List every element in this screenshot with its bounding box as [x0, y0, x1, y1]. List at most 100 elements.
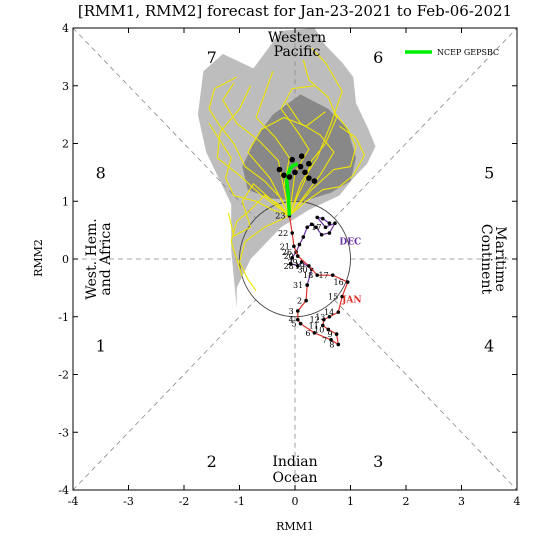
phase-label-5: 5: [484, 163, 494, 182]
ensemble-member-line: [238, 215, 290, 292]
region-label-bottom-line1: Indian: [272, 454, 317, 470]
forecast-day-marker: [292, 169, 298, 176]
forecast-day-marker: [297, 163, 304, 170]
x-tick-label: -4: [68, 495, 79, 508]
observed-day-label: 15: [328, 293, 338, 302]
plot-layer: 172628293031DEC2345678910111213141516171…: [58, 22, 520, 508]
observed-day-label: 29: [287, 258, 297, 267]
observed-point: [345, 280, 350, 284]
phase-label-6: 6: [373, 48, 383, 67]
forecast-day-marker: [289, 156, 296, 163]
observed-point: [305, 225, 310, 230]
phase-label-8: 8: [96, 163, 106, 182]
x-tick-label: 2: [403, 495, 410, 508]
forecast-day-marker: [302, 169, 308, 176]
observed-point: [301, 235, 306, 239]
observed-point: [322, 317, 326, 322]
region-label-top-line1: Western: [268, 30, 326, 46]
observed-point: [295, 317, 300, 322]
forecast-day-marker: [286, 174, 293, 180]
region-label-bottom-line2: Ocean: [273, 470, 318, 486]
observed-point: [315, 273, 320, 277]
observed-point: [336, 310, 341, 314]
y-axis-title: RMM2: [32, 239, 45, 277]
observed-day-label: 19: [295, 262, 305, 271]
observed-point: [330, 273, 335, 277]
observed-point: [329, 338, 333, 342]
observed-point: [333, 221, 337, 225]
phase-diagonal-line: [72, 299, 257, 491]
observed-point: [327, 221, 332, 225]
observed-day-label: 30: [297, 265, 307, 274]
forecast-day-marker: [298, 153, 305, 160]
region-label-left-line1: West. Hem.: [84, 218, 100, 299]
month-label-dec: DEC: [339, 238, 361, 248]
forecast-day-marker: [306, 175, 312, 181]
observed-day-label: 4: [289, 316, 294, 325]
observed-point: [334, 332, 339, 336]
x-tick-label: 0: [292, 495, 299, 508]
y-tick-label: -3: [58, 426, 69, 439]
observed-day-label: 2: [297, 297, 302, 306]
observed-point: [309, 222, 314, 227]
phase-label-4: 4: [484, 337, 494, 356]
phase-label-7: 7: [207, 48, 217, 67]
observed-point: [295, 264, 300, 268]
ensemble-member-line: [289, 125, 366, 217]
forecast-day-marker: [281, 172, 287, 179]
observed-day-label: 13: [315, 313, 325, 322]
observed-point: [292, 244, 296, 249]
observed-point: [295, 254, 300, 258]
observed-point: [288, 261, 293, 266]
phase-diagonal-line: [333, 27, 518, 219]
observed-day-label: 23: [275, 212, 285, 221]
observed-day-label: 28: [284, 262, 294, 271]
region-label-left-line2: and Africa: [98, 222, 114, 295]
phase-diagonal-line: [72, 27, 257, 219]
observed-day-label: 21: [280, 242, 290, 251]
ensemble-member-line: [288, 47, 343, 216]
observed-point: [340, 294, 344, 299]
observed-point: [304, 298, 308, 303]
x-tick-label: -2: [179, 495, 190, 508]
ensemble-member-line: [208, 76, 290, 216]
y-tick-label: -2: [58, 369, 69, 382]
observed-day-label: 6: [305, 329, 310, 338]
region-label-right-line1: Maritime: [492, 226, 508, 292]
ensemble-mean-line: [284, 162, 299, 216]
y-tick-label: 0: [62, 253, 69, 266]
ensemble-member-line: [230, 194, 290, 277]
x-tick-label: 1: [347, 495, 354, 508]
ensemble-member-line: [288, 111, 357, 217]
forecast-day-marker: [311, 178, 318, 184]
observed-point: [336, 342, 341, 347]
chart-title: [RMM1, RMM2] forecast for Jan-23-2021 to…: [78, 2, 512, 20]
observed-day-label: 10: [314, 325, 324, 334]
observed-point: [298, 321, 303, 326]
ensemble-member-line: [208, 123, 290, 217]
phase-diagonal-line: [333, 299, 518, 491]
observed-point: [323, 225, 328, 230]
observed-day-label: 14: [324, 308, 334, 317]
observed-point: [307, 264, 311, 268]
month-label-jan: JAN: [341, 295, 361, 305]
observed-day-label: 12: [310, 316, 320, 325]
x-tick-label: -1: [234, 495, 245, 508]
observed-point: [326, 327, 331, 332]
x-tick-label: 4: [514, 495, 521, 508]
forecast-day-marker: [306, 160, 312, 167]
observed-point: [305, 283, 310, 287]
y-tick-label: 2: [62, 138, 69, 151]
phase-label-3: 3: [373, 452, 383, 471]
ensemble-member-line: [288, 59, 338, 216]
observed-day-label: 18: [303, 271, 313, 280]
observed-point: [290, 256, 295, 260]
observed-day-label: 3: [289, 307, 294, 316]
observed-day-label: 16: [334, 278, 344, 287]
legend-label: NCEP GEPSBC: [437, 48, 499, 57]
y-tick-label: 4: [62, 22, 69, 35]
phase-label-2: 2: [207, 452, 217, 471]
y-tick-label: 1: [62, 195, 69, 208]
